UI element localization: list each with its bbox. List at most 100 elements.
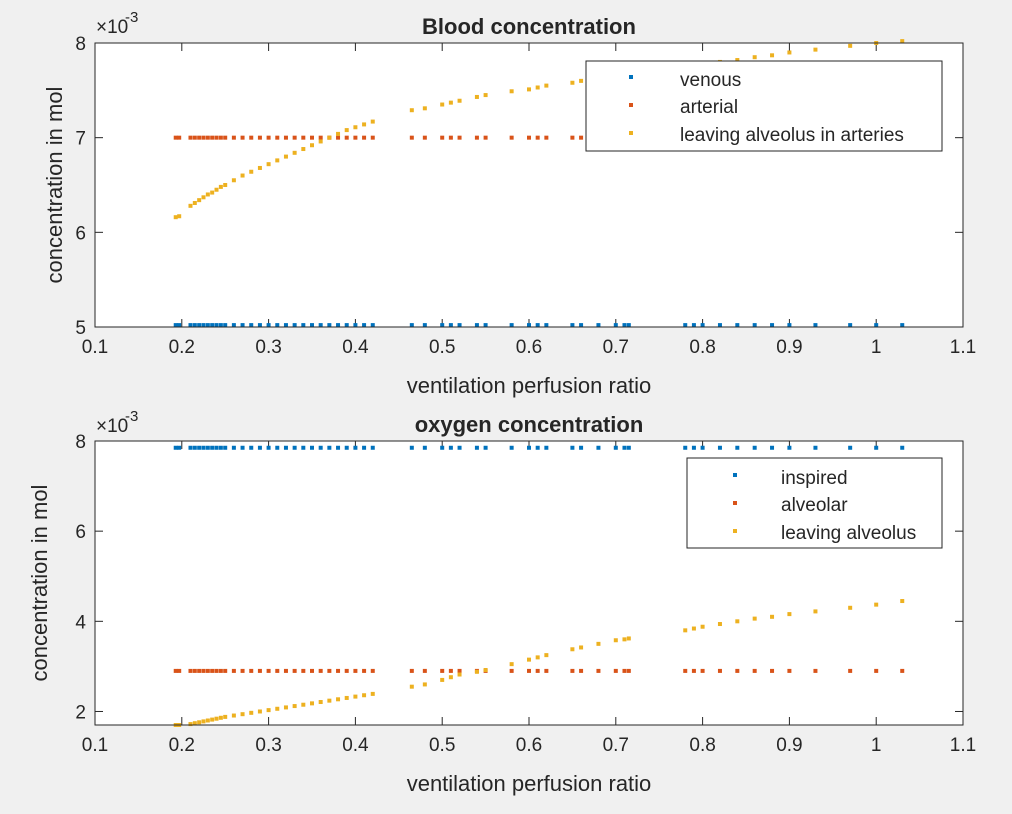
data-point-inspired — [249, 445, 254, 450]
data-point-leaving-alveolus — [474, 669, 479, 674]
data-point-venous — [192, 323, 197, 328]
x-axis-label: ventilation perfusion ratio — [407, 373, 652, 398]
y-tick-label: 4 — [75, 612, 86, 633]
data-point-alveolar — [848, 668, 853, 673]
x-tick-label: 0.5 — [429, 735, 455, 756]
legend-box — [686, 457, 943, 549]
data-point-venous — [205, 323, 210, 328]
data-point-venous — [362, 323, 367, 328]
data-point-alveolar — [214, 668, 219, 673]
data-point-alveolar — [457, 668, 462, 673]
data-point-arterial — [370, 135, 375, 140]
data-point-inspired — [210, 445, 215, 450]
data-point-inspired — [509, 445, 514, 450]
data-point-inspired — [327, 445, 332, 450]
data-point-leaving-alveolus — [275, 706, 280, 711]
data-point-venous — [223, 323, 228, 328]
data-point-inspired — [292, 445, 297, 450]
data-point-venous — [527, 323, 531, 328]
data-point-inspired — [231, 445, 236, 450]
data-point-venous — [700, 323, 705, 328]
data-point-leaving-alveolus-in-arteries — [544, 83, 549, 88]
chart-title: oxygen concentration — [415, 412, 644, 437]
legend-label-leaving-alveolus-in-arteries: leaving alveolus in arteries — [680, 125, 904, 146]
data-point-leaving-alveolus-in-arteries — [231, 178, 236, 183]
data-point-leaving-alveolus-in-arteries — [223, 183, 228, 187]
data-point-leaving-alveolus — [301, 702, 306, 707]
data-point-leaving-alveolus-in-arteries — [327, 135, 332, 140]
data-point-leaving-alveolus — [735, 619, 740, 624]
data-point-leaving-alveolus — [613, 638, 618, 643]
y-tick-label: 8 — [75, 34, 86, 55]
data-point-venous — [310, 323, 314, 328]
x-tick-label: 0.4 — [342, 337, 369, 358]
data-point-arterial — [257, 135, 262, 140]
data-point-inspired — [409, 445, 414, 450]
data-point-leaving-alveolus-in-arteries — [292, 150, 297, 155]
data-point-arterial — [362, 135, 367, 140]
data-point-alveolar — [613, 668, 618, 673]
data-point-alveolar — [527, 668, 531, 673]
legend-marker-arterial — [629, 103, 633, 107]
data-point-venous — [210, 323, 215, 328]
data-point-venous — [275, 323, 280, 328]
data-point-arterial — [535, 135, 540, 140]
data-point-leaving-alveolus — [409, 684, 414, 689]
data-point-leaving-alveolus-in-arteries — [579, 78, 584, 83]
data-point-alveolar — [700, 668, 705, 673]
data-point-leaving-alveolus — [579, 645, 584, 650]
data-point-venous — [900, 323, 905, 328]
data-point-arterial — [249, 135, 254, 140]
y-tick-label: 7 — [75, 129, 86, 150]
legend-label-leaving-alveolus: leaving alveolus — [781, 523, 916, 544]
data-point-inspired — [483, 445, 488, 450]
data-point-venous — [283, 323, 288, 328]
data-point-leaving-alveolus — [813, 609, 818, 614]
data-point-leaving-alveolus-in-arteries — [440, 102, 445, 107]
data-point-venous — [177, 323, 182, 328]
data-point-alveolar — [205, 668, 210, 673]
data-point-leaving-alveolus — [448, 675, 453, 680]
data-point-inspired — [214, 445, 219, 450]
data-point-inspired — [535, 445, 540, 450]
data-point-venous — [613, 323, 618, 328]
data-point-inspired — [370, 445, 375, 450]
data-point-leaving-alveolus-in-arteries — [509, 89, 514, 94]
data-point-leaving-alveolus-in-arteries — [310, 143, 314, 148]
data-point-leaving-alveolus-in-arteries — [336, 131, 341, 136]
data-point-arterial — [310, 135, 314, 140]
data-point-leaving-alveolus-in-arteries — [900, 39, 905, 44]
x-tick-label: 0.2 — [169, 337, 195, 358]
data-point-arterial — [266, 135, 271, 140]
data-point-inspired — [177, 445, 182, 450]
data-point-arterial — [240, 135, 245, 140]
data-marks — [173, 445, 905, 727]
data-point-arterial — [457, 135, 462, 140]
data-point-inspired — [717, 445, 722, 450]
data-point-leaving-alveolus — [874, 602, 879, 607]
y-multiplier-label: ×10 — [96, 416, 128, 437]
data-point-arterial — [201, 135, 206, 140]
data-point-arterial — [223, 135, 228, 140]
data-point-venous — [370, 323, 375, 328]
data-point-inspired — [422, 445, 427, 450]
data-point-inspired — [683, 445, 688, 450]
data-point-inspired — [257, 445, 262, 450]
x-tick-label: 0.1 — [82, 337, 108, 358]
data-point-alveolar — [266, 668, 271, 673]
data-point-inspired — [544, 445, 549, 450]
data-point-leaving-alveolus-in-arteries — [448, 100, 453, 105]
data-point-alveolar — [422, 668, 427, 673]
data-point-inspired — [275, 445, 280, 450]
data-point-alveolar — [210, 668, 215, 673]
data-point-alveolar — [813, 668, 818, 673]
data-point-arterial — [353, 135, 358, 140]
data-point-venous — [266, 323, 271, 328]
axes-box — [94, 440, 964, 726]
oxygen-concentration-panel: oxygen concentration ventilation perfusi… — [27, 408, 976, 796]
data-point-alveolar — [201, 668, 206, 673]
data-point-arterial — [292, 135, 297, 140]
data-point-venous — [813, 323, 818, 328]
data-point-leaving-alveolus — [440, 677, 445, 682]
x-tick-label: 0.8 — [689, 735, 715, 756]
